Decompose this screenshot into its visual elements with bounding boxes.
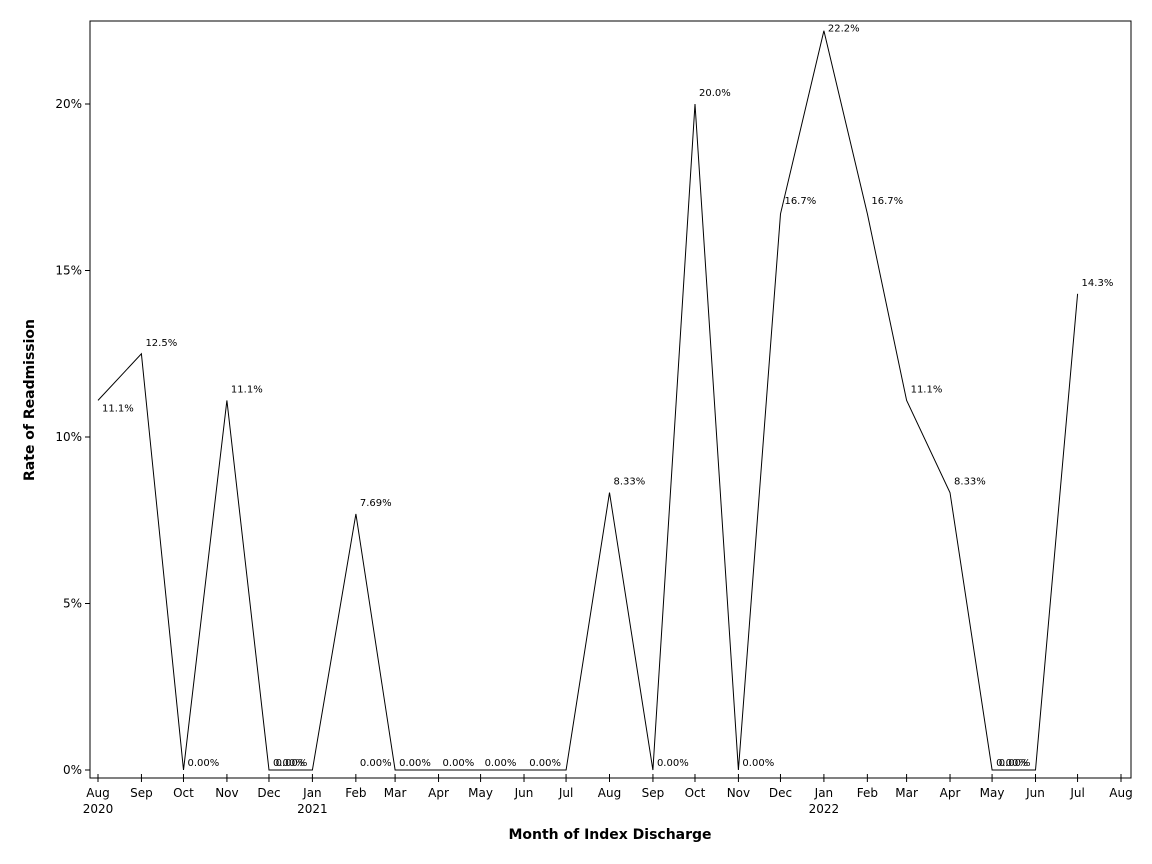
data-label: 11.1% [231,384,263,395]
x-tick-label: Jan [814,786,834,800]
x-axis: Aug 2020 Sep Oct Nov Dec Jan 2021 Feb Mar Apr May Ju… [83,774,1133,816]
x-tick-label: Mar [384,786,407,800]
x-tick-label: Sep [642,786,665,800]
data-label: 20.0% [699,88,731,99]
data-label: 0.00% [657,758,689,769]
x-tick-label: Jul [1069,786,1084,800]
x-tick-label: Nov [215,786,238,800]
data-labels: 11.1% 12.5% 0.00% 11.1% 0.00% 0.00% 7.69% 0.00%… [102,24,1113,769]
data-label: 11.1% [102,403,134,414]
x-tick-label: Dec [257,786,280,800]
data-label: 8.33% [954,477,986,488]
data-label: 12.5% [145,338,177,349]
x-tick-label: Apr [428,786,449,800]
x-tick-label: Feb [345,786,366,800]
x-axis-title: Month of Index Discharge [508,827,711,843]
data-label: 0.00% [276,758,308,769]
y-tick-label: 10% [55,430,82,444]
x-tick-label: Jun [1025,786,1045,800]
data-label: 0.00% [485,758,517,769]
x-tick-label: Oct [685,786,706,800]
x-tick-label: May [468,786,493,800]
data-label: 16.7% [871,196,903,207]
series-layer [97,30,1079,771]
y-axis: 0% 5% 10% 15% 20% [55,97,90,777]
y-tick-label: 0% [63,763,82,777]
x-tick-year-label: 2021 [297,802,328,816]
x-tick-label: May [980,786,1005,800]
x-tick-year-label: 2020 [83,802,114,816]
y-tick-label: 15% [55,264,82,278]
data-label: 0.00% [273,758,305,769]
data-label: 0.00% [443,758,475,769]
y-axis-title: Rate of Readmission [22,319,38,481]
x-tick-year-label: 2022 [809,802,840,816]
x-tick-label: Aug [598,786,621,800]
data-label: 22.2% [828,24,860,35]
data-label: 0.00% [742,758,774,769]
x-tick-label: Sep [130,786,153,800]
data-label: 0.00% [996,758,1028,769]
data-label: 0.00% [187,758,219,769]
x-tick-label: Mar [895,786,918,800]
plot-frame [89,20,1132,779]
x-tick-label: Dec [769,786,792,800]
x-tick-label: Jan [302,786,322,800]
data-label: 0.00% [399,758,431,769]
x-tick-label: Apr [940,786,961,800]
x-tick-label: Aug [86,786,109,800]
x-tick-label: Nov [727,786,750,800]
y-tick-label: 5% [63,597,82,611]
series-line [97,30,1079,771]
data-label: 16.7% [784,196,816,207]
x-tick-label: Feb [857,786,878,800]
x-tick-label: Jun [514,786,534,800]
data-label: 0.00% [360,758,392,769]
data-label: 8.33% [614,477,646,488]
data-label: 0.00% [529,758,561,769]
data-label: 7.69% [360,498,392,509]
y-tick-label: 20% [55,97,82,111]
data-label: 11.1% [911,384,943,395]
x-tick-label: Aug [1109,786,1132,800]
x-tick-label: Jul [558,786,573,800]
data-label: 0.00% [999,758,1031,769]
x-tick-label: Oct [173,786,194,800]
data-label: 14.3% [1082,278,1114,289]
